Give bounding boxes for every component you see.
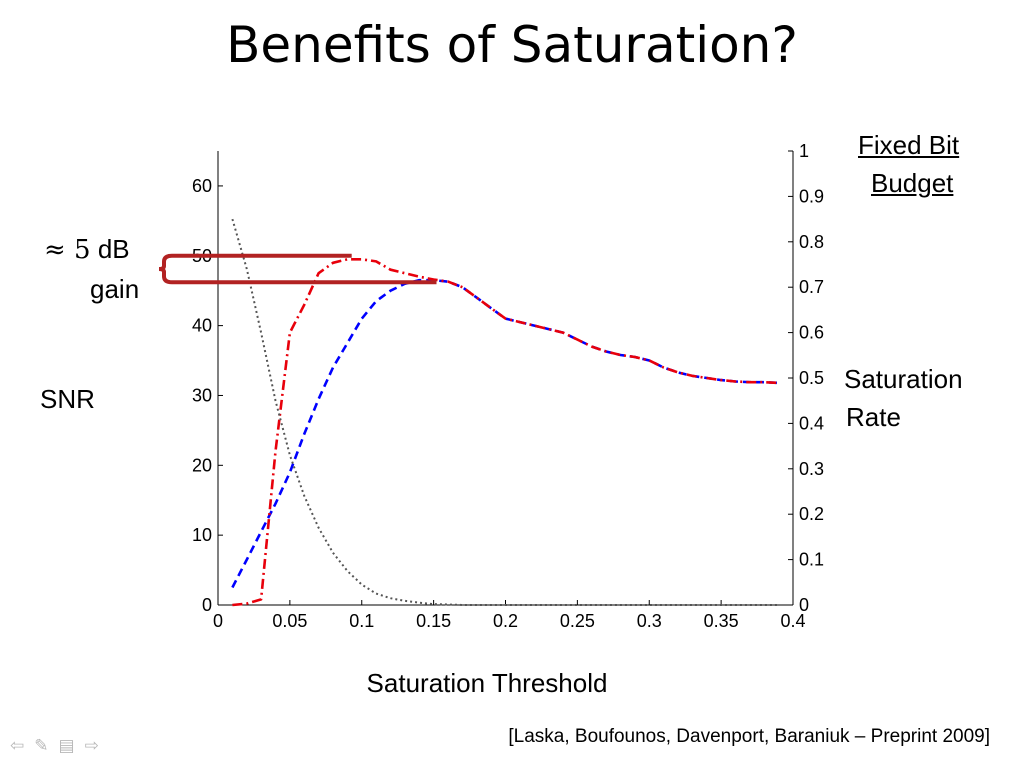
right-axis-label-line2: Rate [846,402,901,432]
y2-tick-label: 0.8 [799,232,824,252]
gain-text: gain [90,274,140,304]
y2-tick-label: 0.3 [799,459,824,479]
y2-tick-label: 0.1 [799,550,824,570]
y2-tick-label: 0.9 [799,186,824,206]
x-tick-label: 0.35 [704,611,739,631]
x-tick-label: 0.1 [349,611,374,631]
y2-tick-label: 0.5 [799,368,824,388]
y2-tick-label: 0.7 [799,277,824,297]
x-tick-label: 0.3 [637,611,662,631]
y2-tick-label: 0.4 [799,413,824,433]
menu-icon[interactable]: ▤ [58,736,75,755]
right-axis-label-line1: Saturation [844,364,963,394]
gain-unit: dB [97,234,130,264]
series-line-0 [231,278,779,589]
x-tick-label: 0.25 [560,611,595,631]
citation: [Laska, Boufounos, Davenport, Baraniuk –… [508,726,990,747]
arrow-right-icon[interactable]: ⇨ [84,736,99,755]
gain-annotation-label: ≈ 5 dB [44,234,154,265]
budget-label-line1: Fixed Bit [858,130,960,160]
y-tick-label: 10 [192,525,212,545]
left-axis-label: SNR [40,384,95,414]
y-tick-label: 20 [192,455,212,475]
y-tick-label: 60 [192,176,212,196]
pen-icon[interactable]: ✎ [34,736,49,755]
budget-label-line2: Budget [871,168,954,198]
series-line-1 [232,257,779,607]
y2-tick-label: 1 [799,141,809,161]
x-tick-label: 0.2 [493,611,518,631]
y-tick-label: 40 [192,316,212,336]
y2-tick-label: 0.6 [799,323,824,343]
gain-approx-symbol: ≈ 5 [44,235,91,265]
x-tick-label: 0.4 [780,611,805,631]
slide-title: Benefits of Saturation? [226,16,798,74]
y-tick-label: 0 [202,595,212,615]
series-line-2 [231,218,779,606]
y2-tick-label: 0.2 [799,504,824,524]
slide-navigation: ⇦ ✎ ▤ ⇨ [10,736,99,756]
arrow-left-icon[interactable]: ⇦ [10,736,25,755]
x-tick-label: 0.15 [416,611,451,631]
y2-tick-label: 0 [799,595,809,615]
x-tick-label: 0.05 [272,611,307,631]
x-tick-label: 0 [213,611,223,631]
gain-brace [158,253,173,285]
x-axis-label: Saturation Threshold [367,668,608,698]
y-tick-label: 30 [192,385,212,405]
